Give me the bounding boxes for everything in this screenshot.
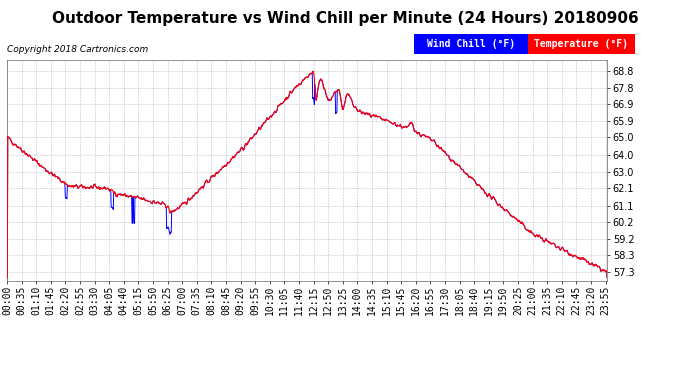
Text: Outdoor Temperature vs Wind Chill per Minute (24 Hours) 20180906: Outdoor Temperature vs Wind Chill per Mi… — [52, 11, 638, 26]
Text: Wind Chill (°F): Wind Chill (°F) — [427, 39, 515, 49]
Text: Temperature (°F): Temperature (°F) — [534, 39, 629, 49]
Text: Copyright 2018 Cartronics.com: Copyright 2018 Cartronics.com — [7, 45, 148, 54]
